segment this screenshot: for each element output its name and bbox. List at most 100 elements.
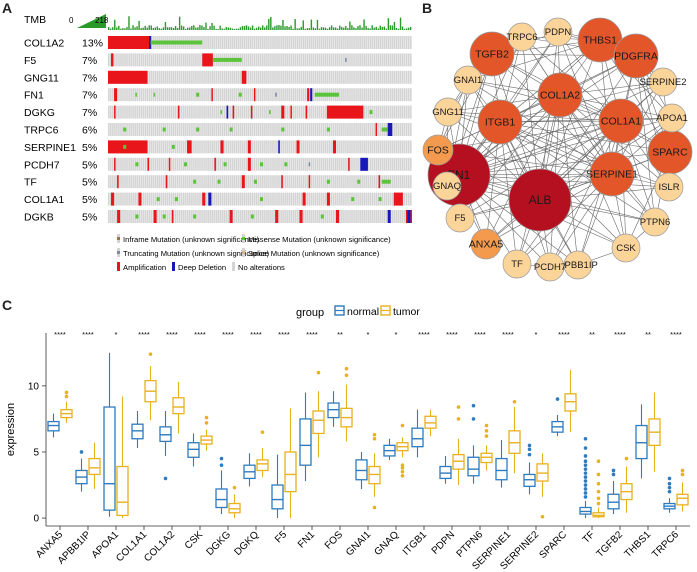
no-alteration-cell [395,70,398,84]
no-alteration-cell [205,105,207,119]
no-alteration-cell [274,210,276,223]
no-alteration-cell [122,88,124,102]
no-alteration-cell [312,192,315,206]
no-alteration-cell [180,53,183,67]
tmb-bar [409,26,412,30]
no-alteration-cell [381,140,384,154]
no-alteration-cell [225,36,228,49]
no-alteration-cell [219,192,222,206]
tmb-bar [367,27,369,30]
no-alteration-cell [255,88,258,102]
no-alteration-cell [276,192,278,206]
no-alteration-cell [397,36,400,49]
no-alteration-cell [197,53,199,67]
no-alteration-cell [150,123,153,136]
no-alteration-cell [144,175,147,189]
tmb-bar [363,19,365,30]
no-alteration-cell [371,53,374,67]
no-alteration-cell [146,105,149,119]
amplification-cell [214,157,216,171]
box-iqr [312,410,325,435]
no-alteration-cell [328,70,331,84]
no-alteration-cell [201,105,203,119]
no-alteration-cell [142,123,145,136]
no-alteration-cell [154,157,157,171]
no-alteration-cell [316,175,319,189]
amplification-cell [336,210,340,223]
no-alteration-cell [361,175,363,189]
box-tumor [200,429,213,451]
no-alteration-cell [229,140,232,154]
node-circle [640,207,670,237]
no-alteration-cell [403,157,406,171]
no-alteration-cell [399,70,402,84]
no-alteration-cell [249,36,252,49]
box-tumor [228,494,241,519]
no-alteration-cell [363,53,365,67]
no-alteration-cell [205,192,207,206]
no-alteration-cell [294,192,297,206]
no-alteration-cell [191,175,193,189]
no-alteration-cell [126,175,128,189]
node-circle [598,98,644,144]
no-alteration-cell [399,88,402,102]
no-alteration-cell [174,140,177,154]
no-alteration-cell [108,88,110,102]
no-alteration-cell [300,70,303,84]
no-alteration-cell [257,53,260,67]
outlier-point [596,501,601,506]
no-alteration-cell [355,70,357,84]
tmb-bar [193,25,195,30]
no-alteration-cell [233,105,236,119]
no-alteration-cell [272,192,274,206]
no-alteration-cell [409,70,412,84]
no-alteration-cell [363,88,365,102]
node-label: APOA1 [656,113,688,124]
no-alteration-cell [403,210,406,223]
no-alteration-cell [209,157,211,171]
no-alteration-cell [371,140,374,154]
outlier-point [555,397,560,401]
gene-label: COL1A1 [24,194,64,206]
no-alteration-cell [170,53,173,67]
no-alteration-cell [170,210,173,223]
no-alteration-cell [213,210,216,223]
no-alteration-cell [355,210,357,223]
no-alteration-cell [120,210,122,223]
no-alteration-cell [264,192,266,206]
tmb-bar [324,27,327,30]
no-alteration-cell [193,192,195,206]
tmb-bar [195,27,197,30]
no-alteration-cell [316,157,319,171]
tmb-bar [361,27,363,30]
no-alteration-cell [168,88,171,102]
outlier-point [372,505,377,510]
no-alteration-cell [393,88,396,102]
no-alteration-cell [213,192,216,206]
no-alteration-cell [391,53,394,67]
tmb-bar [203,27,205,30]
no-alteration-cell [361,88,363,102]
no-alteration-cell [318,53,321,67]
no-alteration-cell [253,36,256,49]
no-alteration-cell [219,157,222,171]
node-circle [657,103,687,133]
x-tick-label: CSK [183,529,206,552]
no-alteration-cell [209,140,211,154]
no-alteration-cell [268,105,270,119]
no-alteration-cell [178,88,181,102]
no-alteration-cell [152,210,155,223]
no-alteration-cell [221,157,224,171]
no-alteration-cell [385,70,388,84]
no-alteration-cell [124,175,126,189]
no-alteration-cell [345,70,347,84]
no-alteration-cell [318,192,321,206]
no-alteration-cell [296,210,299,223]
outlier-point [512,399,517,404]
tmb-bar [211,22,213,30]
no-alteration-cell [207,192,209,206]
no-alteration-cell [357,123,359,136]
no-alteration-cell [308,70,311,84]
no-alteration-cell [253,53,256,67]
network-edge [499,121,670,188]
